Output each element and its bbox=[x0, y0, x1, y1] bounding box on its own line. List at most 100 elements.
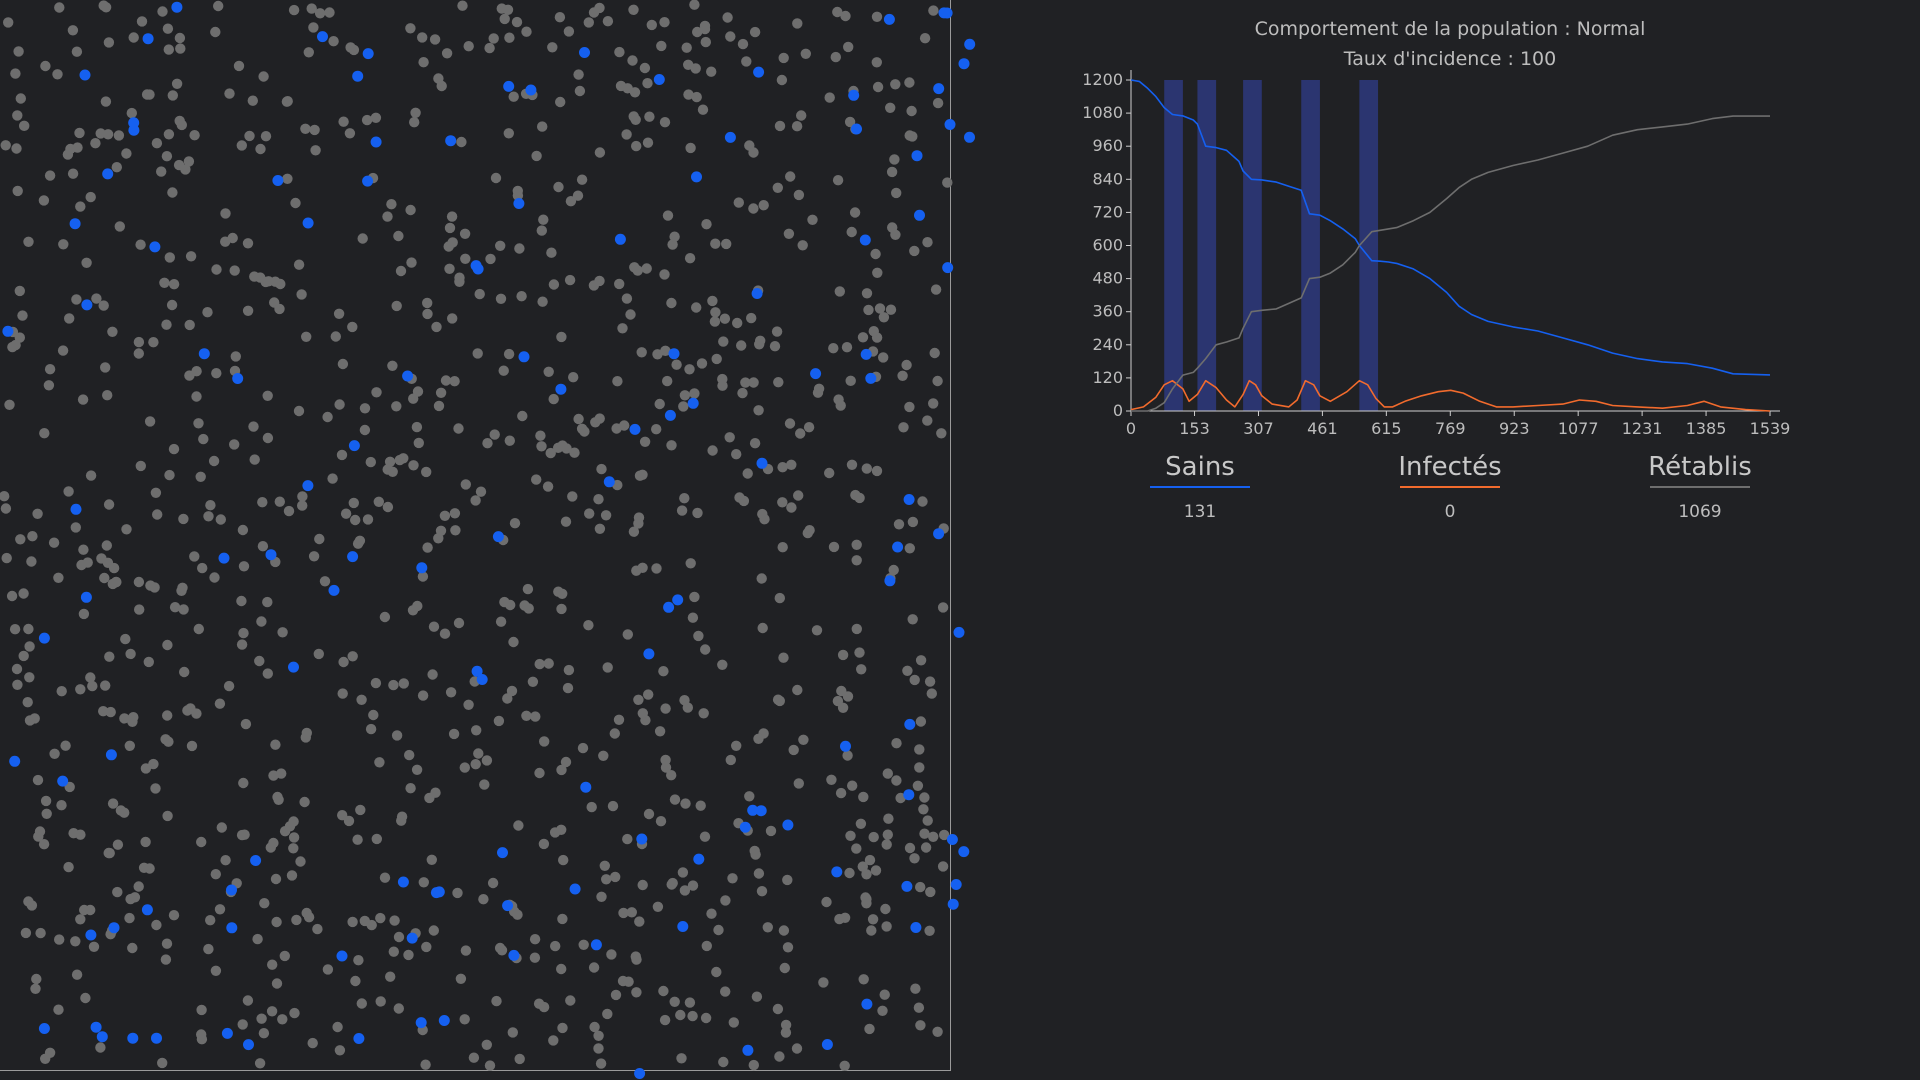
recovered-person-dot bbox=[556, 764, 567, 776]
recovered-person-dot bbox=[676, 505, 688, 516]
recovered-person-dot bbox=[915, 655, 927, 666]
recovered-person-dot bbox=[389, 915, 400, 926]
recovered-person-dot bbox=[196, 1004, 207, 1016]
recovered-person-dot bbox=[459, 228, 471, 239]
recovered-person-dot bbox=[891, 187, 902, 199]
recovered-person-dot bbox=[536, 225, 547, 236]
recovered-person-dot bbox=[449, 508, 461, 519]
recovered-person-dot bbox=[732, 317, 743, 329]
recovered-person-dot bbox=[14, 285, 25, 297]
recovered-person-dot bbox=[162, 639, 173, 651]
stat-infected: Infectés 0 bbox=[1350, 452, 1550, 522]
recovered-person-dot bbox=[553, 181, 564, 193]
recovered-person-dot bbox=[537, 296, 548, 307]
recovered-person-dot bbox=[619, 420, 630, 431]
recovered-person-dot bbox=[475, 486, 487, 497]
healthy-person-dot bbox=[525, 84, 537, 96]
recovered-person-dot bbox=[654, 398, 665, 410]
recovered-person-dot bbox=[676, 1053, 687, 1064]
recovered-person-dot bbox=[270, 739, 281, 750]
recovered-person-dot bbox=[472, 348, 483, 359]
series-line-sains bbox=[1130, 79, 1771, 376]
recovered-person-dot bbox=[713, 924, 724, 936]
healthy-person-dot bbox=[603, 476, 615, 488]
recovered-person-dot bbox=[840, 10, 851, 22]
recovered-person-dot bbox=[538, 1001, 550, 1013]
recovered-person-dot bbox=[498, 365, 509, 376]
recovered-person-dot bbox=[111, 576, 122, 588]
recovered-person-dot bbox=[824, 92, 835, 103]
recovered-person-dot bbox=[529, 952, 541, 963]
healthy-person-dot bbox=[226, 884, 237, 896]
recovered-person-dot bbox=[627, 55, 638, 66]
recovered-person-dot bbox=[203, 943, 214, 955]
recovered-person-dot bbox=[382, 211, 393, 222]
recovered-person-dot bbox=[362, 514, 374, 525]
healthy-person-dot bbox=[352, 70, 364, 82]
recovered-person-dot bbox=[878, 352, 889, 363]
healthy-person-dot bbox=[964, 131, 975, 143]
healthy-person-dot bbox=[590, 939, 602, 951]
recovered-person-dot bbox=[249, 454, 260, 465]
recovered-person-dot bbox=[534, 767, 545, 779]
healthy-person-dot bbox=[938, 7, 950, 19]
recovered-person-dot bbox=[100, 680, 111, 691]
recovered-person-dot bbox=[75, 829, 86, 840]
recovered-person-dot bbox=[779, 962, 790, 974]
recovered-person-dot bbox=[168, 910, 180, 921]
recovered-person-dot bbox=[150, 487, 162, 498]
recovered-person-dot bbox=[783, 228, 795, 239]
recovered-person-dot bbox=[803, 422, 815, 433]
recovered-person-dot bbox=[127, 942, 138, 954]
recovered-person-dot bbox=[684, 364, 695, 375]
y-tick-label-5: 600 bbox=[1092, 236, 1123, 255]
recovered-person-dot bbox=[156, 166, 167, 177]
recovered-person-dot bbox=[490, 172, 502, 184]
y-tick-label-9: 1080 bbox=[1082, 103, 1123, 122]
recovered-person-dot bbox=[867, 914, 879, 925]
recovered-person-dot bbox=[44, 364, 56, 375]
recovered-person-dot bbox=[19, 120, 30, 131]
recovered-person-dot bbox=[496, 945, 508, 956]
recovered-person-dot bbox=[111, 162, 123, 173]
healthy-person-dot bbox=[198, 348, 210, 360]
healthy-person-dot bbox=[942, 262, 954, 274]
recovered-person-dot bbox=[646, 19, 657, 31]
recovered-person-dot bbox=[162, 23, 174, 34]
y-tick-label-3: 360 bbox=[1092, 302, 1123, 321]
recovered-person-dot bbox=[920, 842, 932, 853]
recovered-person-dot bbox=[366, 919, 377, 931]
recovered-person-dot bbox=[748, 1059, 759, 1071]
recovered-person-dot bbox=[307, 1037, 318, 1049]
recovered-person-dot bbox=[203, 511, 214, 522]
recovered-person-dot bbox=[471, 725, 482, 736]
recovered-person-dot bbox=[260, 131, 272, 142]
recovered-person-dot bbox=[555, 96, 566, 108]
recovered-person-dot bbox=[238, 627, 249, 639]
stat-healthy-line bbox=[1150, 486, 1250, 488]
recovered-person-dot bbox=[589, 1021, 600, 1033]
recovered-person-dot bbox=[418, 877, 429, 888]
recovered-person-dot bbox=[484, 1060, 496, 1071]
recovered-person-dot bbox=[685, 558, 696, 569]
recovered-person-dot bbox=[162, 810, 173, 822]
recovered-person-dot bbox=[932, 1026, 943, 1038]
recovered-person-dot bbox=[417, 690, 429, 701]
recovered-person-dot bbox=[850, 489, 861, 501]
recovered-person-dot bbox=[359, 424, 371, 436]
recovered-person-dot bbox=[257, 497, 268, 508]
recovered-person-dot bbox=[98, 0, 109, 11]
stats-panel: Comportement de la population : Normal T… bbox=[1000, 0, 1920, 1080]
recovered-person-dot bbox=[290, 197, 301, 209]
recovered-person-dot bbox=[593, 1030, 604, 1042]
recovered-person-dot bbox=[545, 447, 556, 459]
recovered-person-dot bbox=[845, 375, 856, 386]
recovered-person-dot bbox=[737, 387, 748, 399]
recovered-person-dot bbox=[733, 197, 744, 208]
recovered-person-dot bbox=[765, 825, 777, 837]
recovered-person-dot bbox=[642, 137, 654, 148]
recovered-person-dot bbox=[773, 377, 784, 388]
recovered-person-dot bbox=[621, 293, 633, 304]
recovered-person-dot bbox=[824, 467, 835, 479]
recovered-person-dot bbox=[448, 728, 460, 740]
